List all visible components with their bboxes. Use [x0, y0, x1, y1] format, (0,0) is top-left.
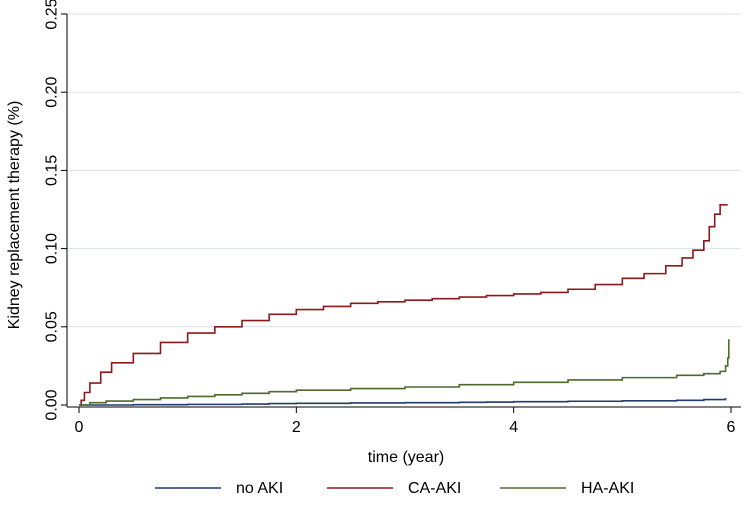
series-line-ca-aki: [79, 204, 728, 406]
series-group: [79, 204, 730, 406]
x-tick-label-3: 6: [727, 419, 736, 436]
y-axis-title: Kidney replacement therapy (%): [6, 101, 23, 330]
x-tick-label-1: 2: [292, 419, 301, 436]
gridlines: [67, 13, 741, 328]
y-tick-label-3: 0.15: [44, 155, 61, 186]
series-line-ha-aki: [79, 339, 730, 406]
legend-label-no-aki: no AKI: [236, 480, 283, 497]
y-tick-label-1: 0.05: [44, 311, 61, 342]
y-tick-label-0: 0.00: [44, 389, 61, 420]
tick-labels: 0.00 0.05 0.10 0.15 0.20 0.25 0 2 4 6: [44, 0, 736, 436]
y-tick-label-2: 0.10: [44, 233, 61, 264]
axes: [61, 13, 741, 413]
legend-label-ha-aki: HA-AKI: [581, 480, 634, 497]
legend-label-ca-aki: CA-AKI: [408, 480, 461, 497]
x-axis-title: time (year): [368, 449, 444, 466]
x-tick-label-2: 4: [509, 419, 518, 436]
series-line-no-aki: [79, 397, 727, 406]
y-tick-label-4: 0.20: [44, 77, 61, 108]
x-tick-label-0: 0: [75, 419, 84, 436]
y-tick-label-5: 0.25: [44, 0, 61, 30]
legend: no AKI CA-AKI HA-AKI: [155, 480, 634, 497]
